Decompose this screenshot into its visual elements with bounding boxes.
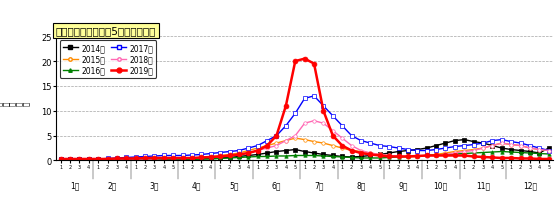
2019年 bbox=[188, 157, 195, 159]
2015年 bbox=[499, 142, 505, 145]
Text: 4月: 4月 bbox=[192, 180, 201, 189]
2015年 bbox=[358, 151, 364, 153]
2016年 bbox=[546, 153, 552, 156]
2014年 bbox=[461, 139, 467, 141]
Line: 2018年: 2018年 bbox=[59, 119, 551, 162]
2014年 bbox=[123, 159, 130, 162]
Text: 12月: 12月 bbox=[523, 180, 537, 189]
2018年 bbox=[546, 150, 552, 152]
2016年 bbox=[348, 157, 355, 159]
Text: 9月: 9月 bbox=[399, 180, 408, 189]
2018年 bbox=[311, 120, 318, 122]
2015年 bbox=[57, 158, 64, 161]
Legend: 2014年, 2015年, 2016年, 2017年, 2018年, 2019年: 2014年, 2015年, 2016年, 2017年, 2018年, 2019年 bbox=[60, 41, 157, 78]
Text: 定
点
当
た
り
報
告
数: 定 点 当 た り 報 告 数 bbox=[0, 101, 29, 105]
2015年 bbox=[376, 153, 383, 156]
2019年 bbox=[442, 154, 449, 157]
2014年 bbox=[57, 158, 64, 160]
2017年 bbox=[358, 140, 364, 142]
2017年 bbox=[188, 154, 195, 157]
Text: 8月: 8月 bbox=[356, 180, 366, 189]
2014年 bbox=[546, 147, 552, 150]
2018年 bbox=[376, 153, 383, 156]
2017年 bbox=[499, 139, 505, 141]
2018年 bbox=[358, 150, 364, 152]
Line: 2014年: 2014年 bbox=[59, 138, 551, 162]
2018年 bbox=[499, 142, 505, 145]
Text: 2月: 2月 bbox=[107, 180, 117, 189]
2017年 bbox=[442, 147, 449, 150]
Line: 2019年: 2019年 bbox=[58, 57, 551, 162]
2016年 bbox=[367, 157, 374, 159]
2015年 bbox=[546, 150, 552, 152]
2019年 bbox=[57, 158, 64, 160]
Text: 11月: 11月 bbox=[476, 180, 490, 189]
2017年 bbox=[376, 145, 383, 147]
2014年 bbox=[442, 142, 449, 145]
2016年 bbox=[188, 158, 195, 161]
Line: 2017年: 2017年 bbox=[59, 95, 551, 161]
2019年 bbox=[301, 58, 308, 61]
2014年 bbox=[358, 156, 364, 158]
2014年 bbox=[376, 153, 383, 156]
Line: 2016年: 2016年 bbox=[59, 150, 551, 162]
2015年 bbox=[442, 152, 449, 154]
Text: 1月: 1月 bbox=[70, 180, 79, 189]
Text: 10月: 10月 bbox=[434, 180, 448, 189]
2018年 bbox=[348, 145, 355, 147]
2019年 bbox=[499, 157, 505, 159]
Text: 週別発生動向（過去5年との比較）: 週別発生動向（過去5年との比較） bbox=[56, 26, 157, 36]
2019年 bbox=[376, 154, 383, 157]
2015年 bbox=[292, 137, 299, 140]
2016年 bbox=[339, 156, 345, 158]
2014年 bbox=[386, 152, 392, 154]
2018年 bbox=[442, 153, 449, 156]
2017年 bbox=[311, 95, 318, 98]
2014年 bbox=[348, 156, 355, 158]
2017年 bbox=[57, 158, 64, 160]
2016年 bbox=[499, 151, 505, 153]
2018年 bbox=[57, 158, 64, 161]
2014年 bbox=[198, 158, 205, 160]
Text: 3月: 3月 bbox=[150, 180, 159, 189]
2019年 bbox=[546, 158, 552, 160]
2016年 bbox=[489, 151, 496, 153]
2016年 bbox=[433, 154, 439, 157]
2019年 bbox=[358, 152, 364, 154]
Text: 5月: 5月 bbox=[230, 180, 239, 189]
2015年 bbox=[188, 157, 195, 159]
2016年 bbox=[57, 159, 64, 162]
2017年 bbox=[348, 135, 355, 137]
2015年 bbox=[348, 150, 355, 152]
2017年 bbox=[546, 150, 552, 152]
2019年 bbox=[348, 150, 355, 152]
Text: 6月: 6月 bbox=[272, 180, 281, 189]
Line: 2015年: 2015年 bbox=[59, 137, 551, 162]
Text: 7月: 7月 bbox=[314, 180, 324, 189]
2018年 bbox=[188, 157, 195, 159]
